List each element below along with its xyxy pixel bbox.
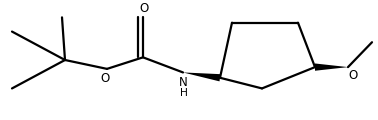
Text: O: O	[139, 2, 149, 15]
Text: O: O	[101, 72, 110, 85]
Text: O: O	[348, 69, 358, 82]
Polygon shape	[183, 72, 220, 81]
Polygon shape	[315, 63, 348, 71]
Text: N: N	[179, 76, 188, 89]
Text: H: H	[180, 88, 187, 98]
